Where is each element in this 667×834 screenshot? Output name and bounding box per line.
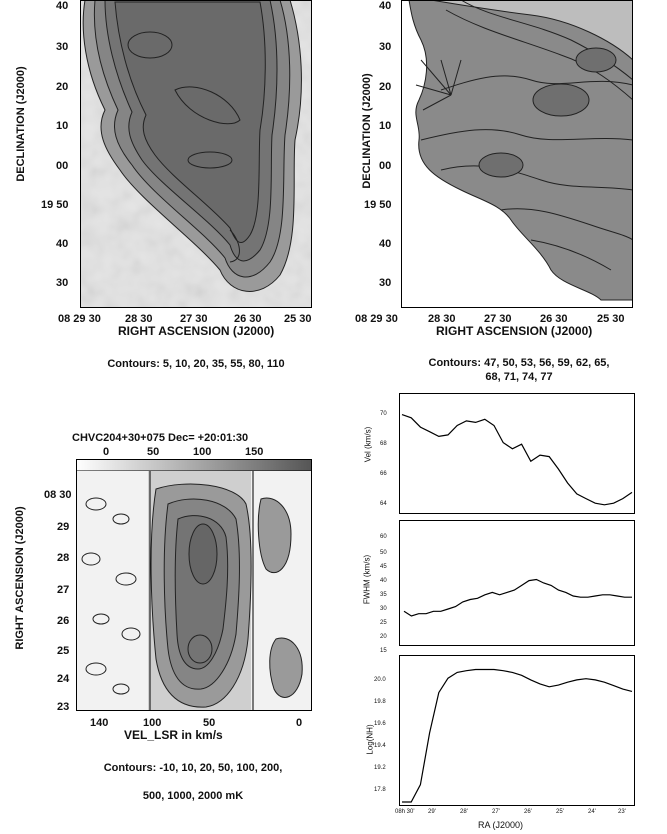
panel-c-xtick: 0 [296, 717, 303, 729]
panel-a-ytick: 00 [56, 160, 69, 172]
panel-b-xtick: 26 30 [540, 313, 568, 325]
panel-c-ylabel: RIGHT ASCENSION (J2000) [14, 506, 26, 650]
panel-c-xtick: 100 [143, 717, 162, 729]
panel-b-xtick: 28 30 [428, 313, 456, 325]
panel-a-xtick: 26 30 [234, 313, 262, 325]
panel-b-image [401, 0, 633, 308]
panel-c-top-tick: 150 [245, 446, 264, 458]
panel-b-ylabel: DECLINATION (J2000) [361, 73, 373, 189]
panel-c-image [76, 459, 312, 711]
panel-c-top-tick: 100 [193, 446, 212, 458]
vel-ytick: 68 [380, 441, 387, 447]
ra-xtick: 26' [524, 809, 532, 815]
vel-curve [401, 414, 633, 506]
panel-b-ytick: 30 [379, 277, 392, 289]
ra-xtick: 25' [556, 809, 564, 815]
panel-b-ytick: 20 [379, 81, 392, 93]
panel-c-xtick: 140 [90, 717, 109, 729]
vel-ytick: 64 [380, 501, 387, 507]
panel-a-xtick: 27 30 [180, 313, 208, 325]
panel-c-top-tick: 50 [147, 446, 160, 458]
panel-c-ytick: 28 [57, 552, 70, 564]
panel-a-xtick: 08 29 30 [58, 313, 101, 325]
panel-a-xtick: 28 30 [125, 313, 153, 325]
panel-c-ytick: 27 [57, 584, 70, 596]
panel-b-ytick: 40 [379, 0, 392, 12]
ra-xtick: 29' [428, 809, 436, 815]
panel-c-xlabel: VEL_LSR in km/s [124, 728, 223, 742]
panel-a-ytick: 40 [56, 238, 69, 250]
panel-c-title: CHVC204+30+075 Dec= +20:01:30 [72, 432, 249, 444]
panel-c-xtick: 50 [203, 717, 216, 729]
fwhm-ytick: 20 [380, 634, 387, 640]
panel-c-ytick: 25 [57, 645, 70, 657]
fwhm-frame [399, 520, 635, 646]
panel-a-xtick: 25 30 [284, 313, 312, 325]
panel-a-ylabel: DECLINATION (J2000) [15, 66, 27, 182]
fwhm-ytick: 45 [380, 564, 387, 570]
panel-a-image [80, 0, 312, 308]
panel-a-ytick: 30 [56, 41, 69, 53]
panel-c-ytick: 26 [57, 615, 70, 627]
panel-a-ytick: 20 [56, 81, 69, 93]
panel-b-caption-line2: 68, 71, 74, 77 [485, 371, 553, 383]
panel-d-plots [399, 393, 635, 806]
panel-b-ytick: 10 [379, 120, 392, 132]
vel-ytick: 70 [380, 411, 387, 417]
ra-xtick: 27' [492, 809, 500, 815]
panel-a-xlabel: RIGHT ASCENSION (J2000) [118, 324, 275, 338]
panel-c-ytick: 29 [57, 521, 70, 533]
ra-xlabel: RA (J2000) [478, 820, 524, 830]
panel-a-ytick: 30 [56, 277, 69, 289]
fwhm-ytick: 15 [380, 648, 387, 654]
panel-a-caption: Contours: 5, 10, 20, 35, 55, 80, 110 [107, 358, 285, 370]
fwhm-curve [403, 578, 632, 617]
panel-b-caption-line1: Contours: 47, 50, 53, 56, 59, 62, 65, [428, 357, 610, 369]
nh-ytick: 19.8 [374, 699, 386, 705]
panel-b-xtick: 25 30 [597, 313, 625, 325]
fwhm-ytick: 25 [380, 620, 387, 626]
nh-ytick: 19.4 [374, 743, 386, 749]
panel-a-ytick: 19 50 [41, 199, 69, 211]
panel-a-ytick: 40 [56, 0, 69, 12]
panel-c-ytick: 23 [57, 701, 70, 713]
vel-ytick: 66 [380, 471, 387, 477]
nh-ytick: 19.2 [374, 765, 386, 771]
panel-b-ytick: 00 [379, 160, 392, 172]
fwhm-ytick: 40 [380, 578, 387, 584]
ra-xtick: 23' [618, 809, 626, 815]
panel-c-ytick: 24 [57, 673, 70, 685]
panel-c-ytick: 08 30 [44, 489, 72, 501]
nh-ytick: 19.6 [374, 721, 386, 727]
panel-c-top-tick: 0 [103, 446, 110, 458]
fwhm-ylabel: FWHM (km/s) [362, 554, 372, 605]
fwhm-ytick: 50 [380, 550, 387, 556]
ra-xtick: 24' [588, 809, 596, 815]
panel-a-ytick: 10 [56, 120, 69, 132]
vel-frame [399, 393, 635, 514]
fwhm-ytick: 35 [380, 592, 387, 598]
panel-b-xlabel: RIGHT ASCENSION (J2000) [436, 324, 593, 338]
panel-b-xtick: 08 29 30 [355, 313, 398, 325]
nh-ytick: 20.0 [374, 677, 386, 683]
panel-b-ytick: 30 [379, 41, 392, 53]
panel-b-ytick: 19 50 [364, 199, 392, 211]
panel-b-xtick: 27 30 [484, 313, 512, 325]
ra-xtick: 08h 30' [395, 809, 415, 815]
fwhm-ytick: 30 [380, 606, 387, 612]
fwhm-ytick: 60 [380, 534, 387, 540]
panel-b-ytick: 40 [379, 238, 392, 250]
nh-frame [399, 655, 635, 806]
ra-xtick: 28' [460, 809, 468, 815]
nh-ytick: 17.8 [374, 787, 386, 793]
panel-c-caption-line1: Contours: -10, 10, 20, 50, 100, 200, [103, 762, 283, 774]
lognh-curve [402, 668, 633, 803]
panel-c-caption-line2: 500, 1000, 2000 mK [142, 790, 244, 802]
vel-ylabel: Vel (km/s) [363, 426, 373, 463]
